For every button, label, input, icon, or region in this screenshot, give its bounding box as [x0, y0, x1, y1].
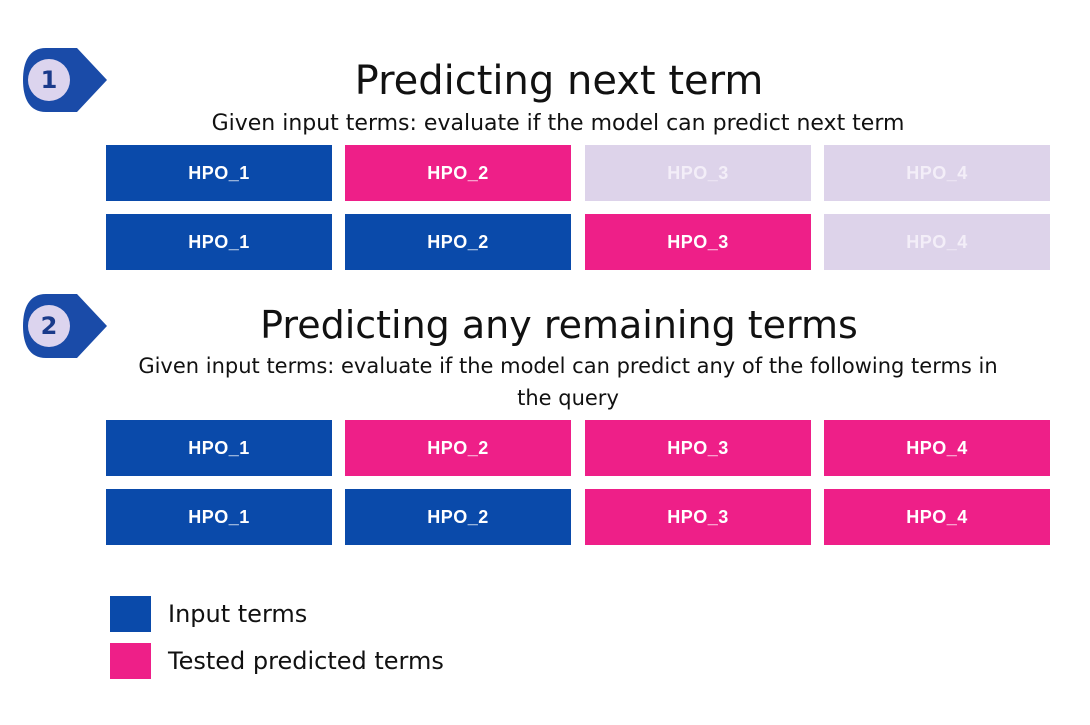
step-1-badge: 1 [15, 40, 115, 120]
legend-swatch [110, 596, 151, 632]
step-1-number: 1 [40, 66, 58, 94]
term-cell: HPO_1 [106, 420, 332, 476]
legend-swatch [110, 643, 151, 679]
section-2-subtitle-line-2: the query [517, 386, 619, 410]
term-cell: HPO_4 [824, 214, 1050, 270]
step-2-badge: 2 [15, 286, 115, 366]
step-2-number: 2 [40, 312, 58, 340]
legend-label: Tested predicted terms [168, 647, 444, 675]
step-marker-icon [23, 48, 107, 112]
term-cell: HPO_2 [345, 489, 571, 545]
term-cell: HPO_1 [106, 214, 332, 270]
term-cell: HPO_1 [106, 489, 332, 545]
legend-label: Input terms [168, 600, 308, 628]
term-cell: HPO_4 [824, 420, 1050, 476]
term-cell: HPO_2 [345, 420, 571, 476]
section-1-title: Predicting next term [354, 58, 764, 104]
term-cell: HPO_4 [824, 145, 1050, 201]
term-cell: HPO_3 [585, 420, 811, 476]
term-cell: HPO_4 [824, 489, 1050, 545]
section-2-title: Predicting any remaining terms [260, 303, 858, 347]
term-cell: HPO_3 [585, 489, 811, 545]
step-marker-icon [23, 294, 107, 358]
section-1-subtitle: Given input terms: evaluate if the model… [211, 111, 905, 136]
term-cell: HPO_2 [345, 145, 571, 201]
term-cell: HPO_3 [585, 214, 811, 270]
term-cell: HPO_3 [585, 145, 811, 201]
section-2-subtitle-line-1: Given input terms: evaluate if the model… [138, 354, 998, 378]
term-cell: HPO_2 [345, 214, 571, 270]
term-cell: HPO_1 [106, 145, 332, 201]
